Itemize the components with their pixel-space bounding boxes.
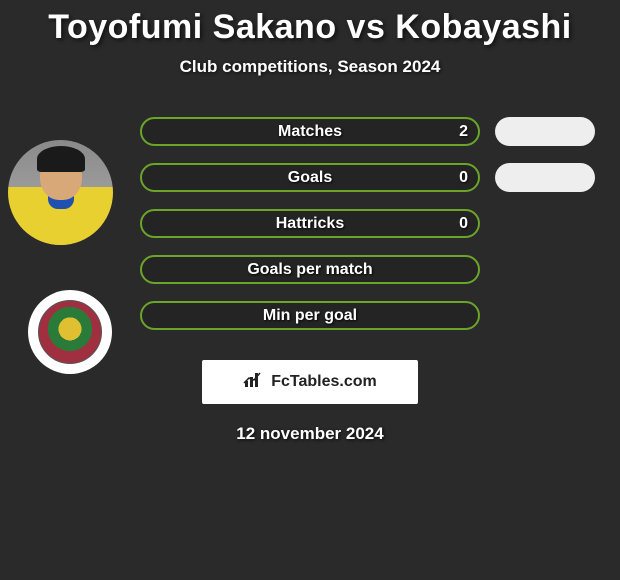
page-subtitle: Club competitions, Season 2024 (0, 57, 620, 77)
stat-pill-goals: Goals 0 (140, 163, 480, 192)
stat-pill-right-goals (495, 163, 595, 192)
stat-value-left: 0 (459, 169, 468, 187)
stat-pill-mpg: Min per goal (140, 301, 480, 330)
stat-row-mpg: Min per goal (0, 301, 620, 330)
date-text: 12 november 2024 (0, 424, 620, 444)
stat-row-goals: Goals 0 (0, 163, 620, 192)
comparison-card: Toyofumi Sakano vs Kobayashi Club compet… (0, 0, 620, 444)
stat-label: Min per goal (263, 307, 357, 325)
stat-pill-gpm: Goals per match (140, 255, 480, 284)
stat-value-left: 0 (459, 215, 468, 233)
stat-label: Matches (278, 123, 342, 141)
stat-row-gpm: Goals per match (0, 255, 620, 284)
brand-badge[interactable]: FcTables.com (202, 360, 418, 404)
chart-icon (243, 371, 265, 394)
stat-value-left: 2 (459, 123, 468, 141)
stat-row-matches: Matches 2 (0, 117, 620, 146)
stat-pill-hattricks: Hattricks 0 (140, 209, 480, 238)
stat-row-hattricks: Hattricks 0 (0, 209, 620, 238)
stat-label: Hattricks (276, 215, 344, 233)
page-title: Toyofumi Sakano vs Kobayashi (0, 8, 620, 47)
stats-area: Matches 2 Goals 0 Hattricks 0 Goals per … (0, 117, 620, 330)
stat-pill-matches: Matches 2 (140, 117, 480, 146)
stat-pill-right-matches (495, 117, 595, 146)
stat-label: Goals (288, 169, 332, 187)
brand-text: FcTables.com (271, 373, 377, 391)
stat-label: Goals per match (247, 261, 372, 279)
